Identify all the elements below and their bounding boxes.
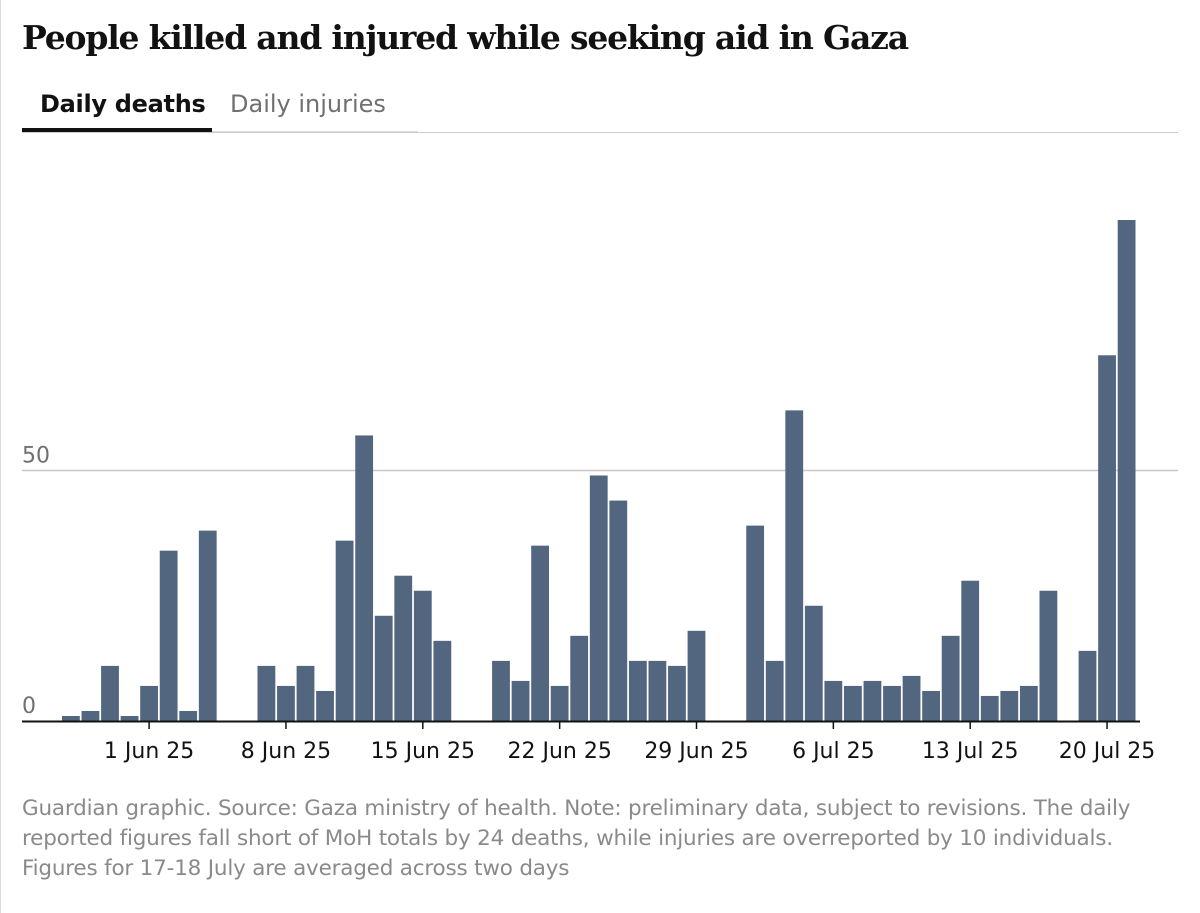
bar-day-28 bbox=[609, 500, 628, 721]
x-tick-label-3: 22 Jun 25 bbox=[507, 739, 611, 764]
y-tick-label-0: 0 bbox=[22, 694, 36, 719]
bar-day-12 bbox=[296, 665, 315, 721]
bar-day-38 bbox=[804, 605, 823, 721]
bar-day-53 bbox=[1098, 355, 1116, 721]
chart-footnote: Guardian graphic. Source: Gaza ministry … bbox=[22, 796, 1131, 881]
bar-day-14 bbox=[335, 540, 354, 721]
bar-day-3 bbox=[120, 715, 139, 721]
bar-day-41 bbox=[863, 680, 882, 721]
bar-day-40 bbox=[844, 685, 862, 721]
bar-day-4 bbox=[140, 685, 158, 721]
bar-day-47 bbox=[980, 695, 999, 721]
tab-daily-deaths[interactable]: Daily deaths bbox=[22, 84, 212, 132]
bar-day-0 bbox=[62, 715, 80, 721]
bar-day-54 bbox=[1117, 220, 1136, 721]
x-tick-label-7: 20 Jul 25 bbox=[1059, 739, 1156, 764]
left-border bbox=[0, 0, 1, 913]
bar-day-17 bbox=[394, 575, 413, 721]
bar-day-35 bbox=[746, 525, 765, 721]
tab-bar: Daily deaths Daily injuries bbox=[22, 84, 1178, 133]
bar-day-31 bbox=[668, 665, 686, 721]
bar-day-43 bbox=[902, 675, 921, 721]
bar-day-49 bbox=[1019, 685, 1038, 721]
bar-day-48 bbox=[1000, 690, 1019, 721]
page-title: People killed and injured while seeking … bbox=[22, 18, 909, 57]
bar-day-25 bbox=[550, 685, 569, 721]
bar-day-18 bbox=[413, 590, 432, 721]
bar-day-27 bbox=[589, 475, 608, 721]
bar-day-26 bbox=[570, 635, 589, 721]
x-tick-label-4: 29 Jun 25 bbox=[644, 739, 748, 764]
bar-day-46 bbox=[961, 580, 980, 721]
bar-day-23 bbox=[511, 680, 530, 721]
tab-daily-injuries[interactable]: Daily injuries bbox=[212, 84, 418, 132]
daily-deaths-chart: 0 50 1 Jun 25 8 Jun 25 15 Jun 25 22 Jun 25 29 … bbox=[22, 220, 1178, 764]
bar-day-45 bbox=[941, 635, 960, 721]
bar-day-37 bbox=[785, 410, 804, 721]
bar-day-13 bbox=[316, 690, 334, 721]
bar-day-7 bbox=[198, 530, 217, 721]
bar-day-10 bbox=[257, 665, 276, 721]
bar-day-30 bbox=[648, 660, 667, 721]
bar-day-50 bbox=[1039, 590, 1058, 721]
x-tick-label-6: 13 Jul 25 bbox=[922, 739, 1019, 764]
bar-day-15 bbox=[355, 435, 374, 721]
x-tick-label-2: 15 Jun 25 bbox=[371, 739, 475, 764]
bar-day-2 bbox=[101, 665, 119, 721]
bar-day-24 bbox=[531, 545, 549, 721]
bar-day-22 bbox=[492, 660, 510, 721]
bar-day-52 bbox=[1078, 650, 1097, 721]
x-tick-label-1: 8 Jun 25 bbox=[241, 739, 331, 764]
bar-day-32 bbox=[687, 630, 706, 721]
bar-day-42 bbox=[883, 685, 901, 721]
bar-day-36 bbox=[765, 660, 784, 721]
bar-day-6 bbox=[179, 710, 198, 721]
bar-day-19 bbox=[433, 640, 452, 721]
bar-day-29 bbox=[628, 660, 647, 721]
bar-day-5 bbox=[159, 550, 178, 721]
bar-day-44 bbox=[922, 690, 940, 721]
x-tick-label-0: 1 Jun 25 bbox=[104, 739, 194, 764]
bar-day-16 bbox=[374, 615, 393, 721]
x-tick-label-5: 6 Jul 25 bbox=[792, 739, 875, 764]
bar-day-39 bbox=[824, 680, 843, 721]
bar-day-1 bbox=[81, 710, 100, 721]
y-tick-label-50: 50 bbox=[22, 444, 50, 469]
bar-day-11 bbox=[277, 685, 295, 721]
